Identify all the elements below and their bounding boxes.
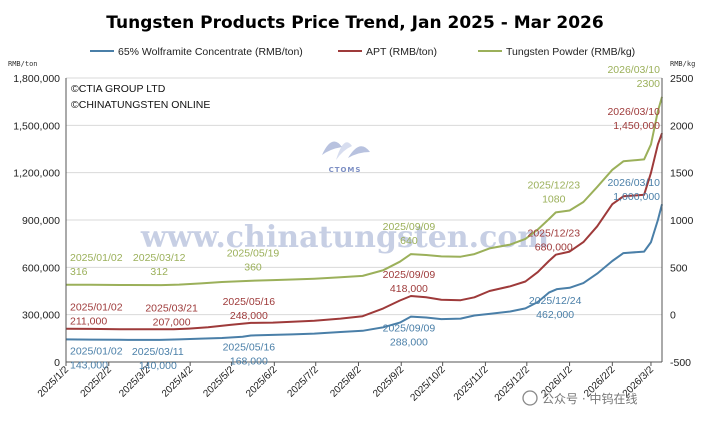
right-tick-label: 0: [670, 310, 676, 322]
left-tick-label: 900,000: [22, 215, 60, 227]
left-axis-unit: RMB/ton: [8, 60, 38, 68]
annotation-date: 2025/03/11: [132, 346, 184, 358]
annotations: 2025/01/02 143,000 2025/03/11 140,000 2025/0…: [70, 64, 660, 372]
annotation-date: 2025/12/23: [527, 179, 580, 191]
annotation-value: 2300: [637, 78, 661, 90]
annotation-value: 316: [70, 266, 88, 278]
right-tick-label: 2500: [670, 73, 694, 85]
annotation-date: 2025/01/02: [70, 302, 123, 314]
annotation-date: 2025/05/16: [223, 296, 276, 308]
annotation-value: 168,000: [230, 355, 268, 367]
watermark-text: www.chinatungsten.com: [140, 220, 549, 255]
x-tick-label: 2025/6/2: [244, 364, 280, 400]
annotation-date: 2025/01/02: [70, 345, 123, 357]
series-line-2: [66, 96, 663, 287]
annotation-date: 2026/03/10: [607, 177, 660, 189]
x-tick-label: 2025/1/2: [36, 364, 72, 400]
annotation-date: 2025/12/23: [527, 228, 580, 240]
watermark: CTOMS www.chinatungsten.com: [140, 141, 549, 255]
copyright-notes: ©CTIA GROUP LTD ©CHINATUNGSTEN ONLINE: [71, 83, 210, 111]
annotation-date: 2025/12/24: [529, 295, 582, 307]
annotation-value: 360: [244, 262, 262, 274]
left-tick-label: 0: [54, 357, 60, 369]
legend-entry: Tungsten Powder (RMB/kg): [506, 46, 635, 58]
annotation-date: 2025/05/19: [227, 248, 280, 260]
annotation-value: 143,000: [70, 359, 108, 371]
wechat-badge: 公众号 · 中钨在线: [522, 390, 637, 406]
x-tick-label: 2025/5/2: [201, 364, 237, 400]
copyright-line-1: ©CTIA GROUP LTD: [71, 83, 166, 95]
left-tick-label: 1,200,000: [13, 168, 60, 180]
right-tick-label: 1500: [670, 168, 694, 180]
right-tick-label: 1000: [670, 215, 694, 227]
x-tick-label: 2025/12/2: [493, 364, 533, 404]
annotation-value: 1,000,000: [613, 191, 660, 203]
left-tick-label: 300,000: [22, 310, 60, 322]
right-tick-label: 2000: [670, 120, 694, 132]
annotation-date: 2025/03/21: [145, 302, 198, 314]
annotation-value: 462,000: [536, 309, 574, 321]
watermark-logo-icon: CTOMS: [322, 141, 370, 174]
annotation-value: 640: [400, 235, 418, 247]
annotation-date: 2026/03/10: [607, 106, 660, 118]
annotation-date: 2025/03/12: [133, 252, 186, 264]
chart-title: Tungsten Products Price Trend, Jan 2025 …: [106, 13, 603, 33]
annotation-value: 418,000: [390, 283, 428, 295]
annotation-value: 1,450,000: [613, 120, 660, 132]
annotation-date: 2025/01/02: [70, 252, 123, 264]
x-tick-label: 2025/10/2: [409, 364, 449, 404]
annotation-date: 2025/09/09: [383, 221, 436, 233]
wechat-icon: [522, 390, 538, 406]
plot-area: [65, 96, 663, 341]
annotation-date: 2025/09/09: [383, 269, 436, 281]
x-tick-label: 2025/8/2: [328, 364, 364, 400]
annotation-date: 2025/05/16: [223, 341, 276, 353]
left-tick-label: 1,800,000: [13, 73, 60, 85]
x-tick-label: 2025/7/2: [286, 364, 322, 400]
annotation-date: 2026/03/10: [607, 64, 660, 76]
annotation-value: 211,000: [70, 316, 107, 328]
x-tick-label: 2025/9/2: [371, 364, 407, 400]
copyright-line-2: ©CHINATUNGSTEN ONLINE: [71, 99, 210, 111]
annotation-date: 2025/09/09: [383, 323, 436, 335]
annotation-value: 140,000: [139, 360, 177, 372]
wechat-badge-text: 公众号 · 中钨在线: [542, 391, 637, 406]
left-tick-label: 600,000: [22, 262, 60, 274]
annotation-value: 1080: [542, 193, 566, 205]
right-tick-label: 500: [670, 262, 688, 274]
legend: 65% Wolframite Concentrate (RMB/ton) APT …: [90, 46, 635, 58]
legend-entry: APT (RMB/ton): [366, 46, 437, 58]
series-line-0: [65, 203, 663, 341]
series-line-1: [65, 132, 663, 331]
left-tick-label: 1,500,000: [13, 120, 60, 132]
annotation-value: 248,000: [230, 310, 268, 322]
annotation-value: 288,000: [390, 337, 428, 349]
legend-entry: 65% Wolframite Concentrate (RMB/ton): [118, 46, 303, 58]
right-axis-unit: RMB/kg: [670, 60, 695, 68]
annotation-value: 312: [150, 266, 168, 278]
annotation-value: 680,000: [535, 242, 573, 254]
right-tick-label: -500: [670, 357, 691, 369]
watermark-logo-text: CTOMS: [329, 166, 362, 174]
x-tick-label: 2025/11/2: [452, 364, 491, 403]
annotation-value: 207,000: [153, 316, 191, 328]
